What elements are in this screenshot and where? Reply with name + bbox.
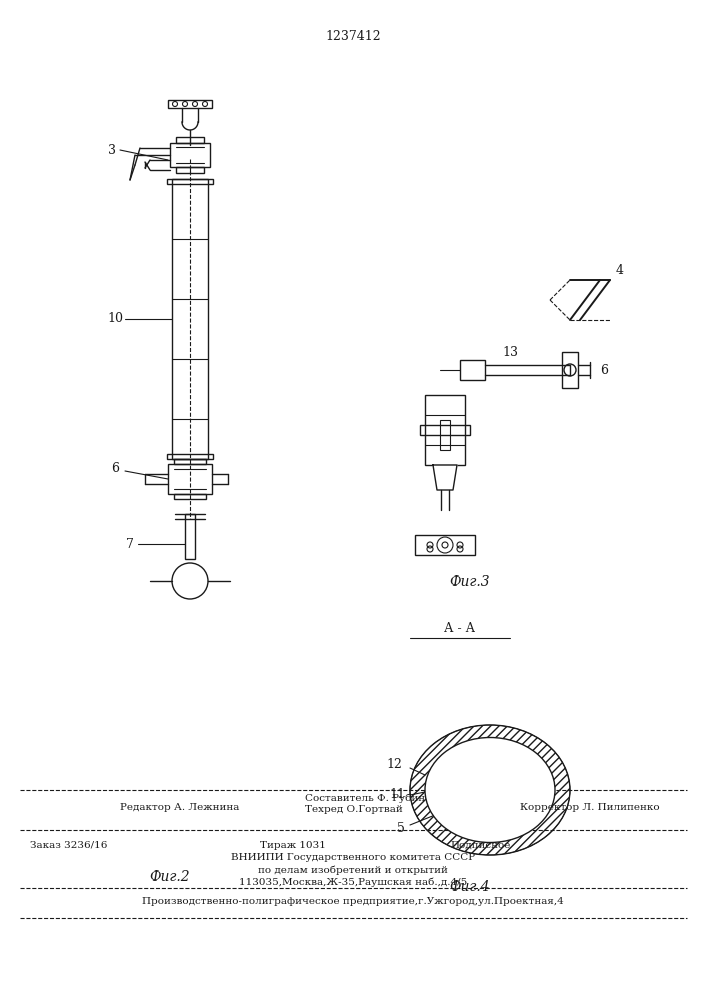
- Polygon shape: [433, 465, 457, 490]
- Text: 5: 5: [397, 822, 405, 834]
- Text: Фиг.2: Фиг.2: [150, 870, 190, 884]
- Bar: [460, 360, 485, 380]
- Text: Производственно-полиграфическое предприятие,г.Ужгород,ул.Проектная,4: Производственно-полиграфическое предприя…: [142, 898, 564, 906]
- Bar: [172, 179, 208, 459]
- Bar: [481, 745, 499, 835]
- Bar: [168, 100, 212, 108]
- Circle shape: [482, 782, 498, 798]
- Text: Составитель Ф. Рубин: Составитель Ф. Рубин: [305, 793, 425, 803]
- Text: Фиг.3: Фиг.3: [450, 575, 491, 589]
- Circle shape: [472, 772, 508, 808]
- Bar: [167, 454, 213, 459]
- Text: 6: 6: [111, 462, 119, 476]
- Bar: [435, 781, 545, 799]
- Text: 4: 4: [616, 263, 624, 276]
- Bar: [440, 420, 450, 450]
- Bar: [435, 781, 545, 799]
- Text: 7: 7: [126, 538, 134, 550]
- Text: 3: 3: [108, 143, 116, 156]
- Ellipse shape: [425, 738, 555, 842]
- Bar: [420, 425, 470, 435]
- Bar: [167, 179, 213, 184]
- Text: А - А: А - А: [445, 622, 476, 635]
- Text: 13: 13: [502, 346, 518, 359]
- Text: Подписное: Подписное: [450, 840, 510, 850]
- Text: по делам изобретений и открытий: по делам изобретений и открытий: [258, 865, 448, 875]
- Text: Корректор Л. Пилипенко: Корректор Л. Пилипенко: [520, 804, 660, 812]
- Bar: [415, 535, 475, 555]
- Text: ВНИИПИ Государственного комитета СССР: ВНИИПИ Государственного комитета СССР: [231, 854, 475, 862]
- Text: 6: 6: [600, 363, 608, 376]
- Bar: [170, 143, 210, 167]
- Bar: [176, 167, 204, 173]
- Bar: [174, 494, 206, 499]
- Text: Редактор А. Лежнина: Редактор А. Лежнина: [120, 804, 240, 812]
- Text: Заказ 3236/16: Заказ 3236/16: [30, 840, 107, 850]
- Bar: [481, 745, 499, 835]
- Bar: [562, 352, 578, 388]
- Text: 10: 10: [107, 312, 123, 326]
- Bar: [176, 137, 204, 143]
- Text: Техред О.Гортвай: Техред О.Гортвай: [305, 806, 403, 814]
- Bar: [425, 395, 465, 465]
- Bar: [168, 464, 212, 494]
- Text: 1237412: 1237412: [325, 30, 381, 43]
- Bar: [185, 514, 195, 559]
- Text: 12: 12: [386, 758, 402, 772]
- Text: Тираж 1031: Тираж 1031: [260, 840, 326, 850]
- Bar: [174, 459, 206, 464]
- Text: 113035,Москва,Ж-35,Раушская наб.,д.4/5: 113035,Москва,Ж-35,Раушская наб.,д.4/5: [239, 877, 467, 887]
- Text: 11: 11: [389, 788, 405, 802]
- Text: Фиг.4: Фиг.4: [450, 880, 491, 894]
